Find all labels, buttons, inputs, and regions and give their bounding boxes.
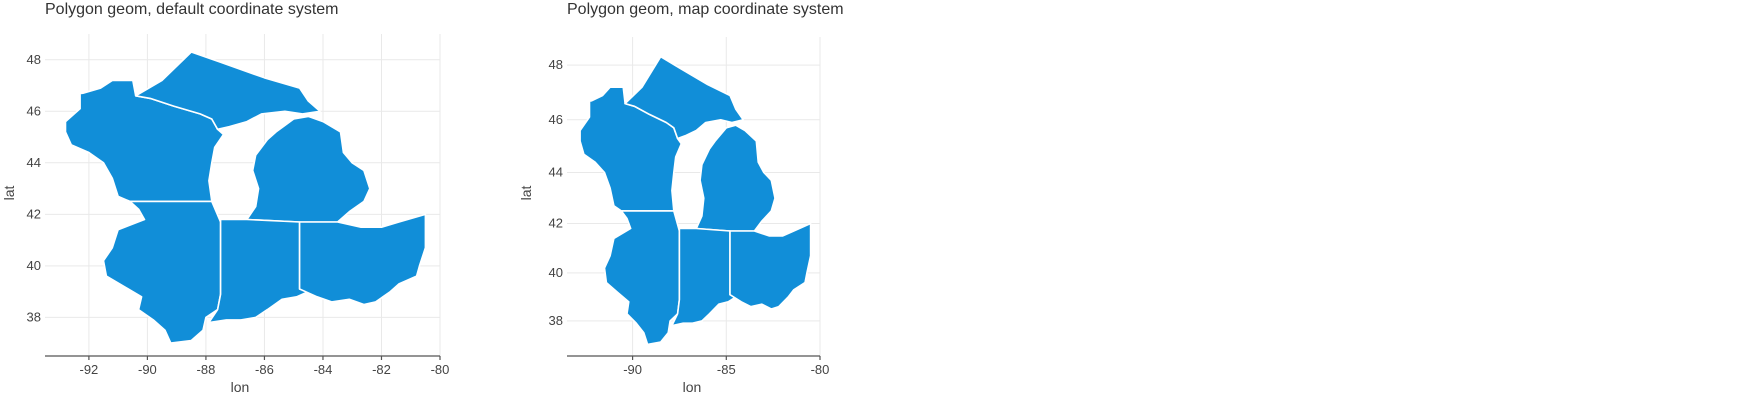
y-tick-label: 46 xyxy=(549,112,563,127)
x-axis-label: lon xyxy=(231,379,250,395)
y-tick-label: 40 xyxy=(549,265,563,280)
state-michigan_up xyxy=(624,55,745,140)
y-axis-label: lat xyxy=(518,186,534,201)
x-tick-label: -85 xyxy=(717,362,736,377)
y-tick-label: 42 xyxy=(549,216,563,231)
state-indiana xyxy=(208,218,310,324)
x-tick-label: -84 xyxy=(314,362,333,377)
plot-area: -92 -90 -88 -86 -84 -82 -80 38 40 42 44 46 48 xyxy=(27,34,450,377)
y-tick-label: 44 xyxy=(549,165,563,180)
plot-area: -90 -85 -80 38 40 42 44 46 48 xyxy=(549,37,830,377)
chart-title: Polygon geom, default coordinate system xyxy=(45,1,339,18)
state-ohio xyxy=(729,222,812,310)
y-tick-label: 38 xyxy=(549,313,563,328)
x-tick-label: -80 xyxy=(811,362,830,377)
state-michigan_lp xyxy=(246,115,371,223)
y-tick-label: 40 xyxy=(27,258,41,273)
y-axis-label: lat xyxy=(1,186,17,201)
y-tick-label: 44 xyxy=(27,155,41,170)
x-tick-label: -86 xyxy=(255,362,274,377)
y-tick-label: 46 xyxy=(27,103,41,118)
x-tick-label: -88 xyxy=(197,362,216,377)
chart-default-coordinates: -92 -90 -88 -86 -84 -82 -80 38 40 42 44 46 48 Polygo… xyxy=(1,1,449,395)
state-ohio xyxy=(298,213,427,306)
x-tick-label: -92 xyxy=(79,362,98,377)
state-michigan_up xyxy=(134,51,321,131)
x-tick-label: -82 xyxy=(372,362,391,377)
state-wisconsin xyxy=(61,79,225,203)
state-illinois xyxy=(102,200,222,344)
x-tick-label: -90 xyxy=(138,362,157,377)
y-tick-label: 38 xyxy=(27,309,41,324)
y-tick-label: 42 xyxy=(27,206,41,221)
chart-map-coordinates: -90 -85 -80 38 40 42 44 46 48 Polygon geom, map … xyxy=(518,1,844,395)
x-tick-label: -90 xyxy=(623,362,642,377)
y-tick-label: 48 xyxy=(549,57,563,72)
state-michigan_lp xyxy=(695,124,776,232)
state-illinois xyxy=(603,210,681,346)
chart-title: Polygon geom, map coordinate system xyxy=(567,1,844,18)
x-tick-label: -80 xyxy=(431,362,450,377)
y-tick-label: 48 xyxy=(27,52,41,67)
x-axis-label: lon xyxy=(683,379,702,395)
